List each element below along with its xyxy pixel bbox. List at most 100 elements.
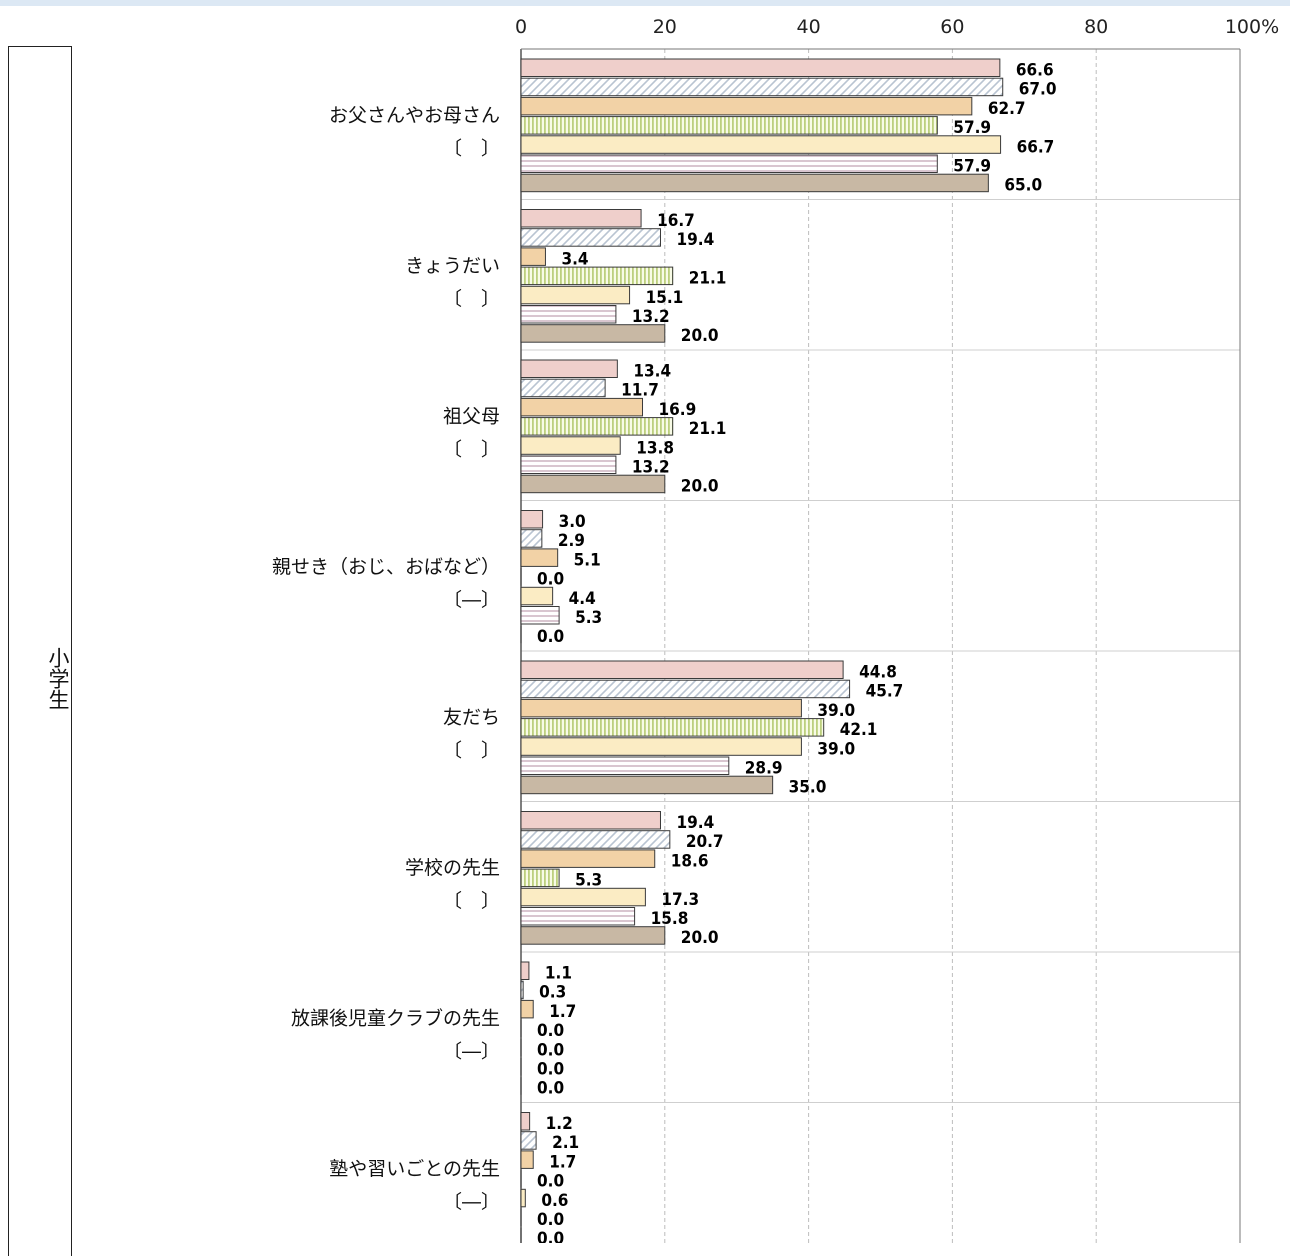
bar — [520, 417, 674, 436]
bar — [520, 266, 674, 286]
value-label: 0.0 — [537, 1060, 564, 1080]
value-label: 13.2 — [632, 458, 670, 478]
value-label: 0.0 — [537, 627, 564, 647]
category-marker: 〔―〕 — [443, 589, 500, 611]
category-labels: お父さんやお母さん〔 〕きょうだい〔 〕祖父母〔 〕親せき（おじ、おばなど）〔―… — [272, 104, 500, 1213]
value-label: 21.1 — [689, 269, 727, 289]
value-label: 28.9 — [745, 759, 783, 779]
bar — [520, 378, 606, 398]
value-label: 1.7 — [549, 1002, 576, 1022]
bar — [520, 849, 656, 868]
bar — [520, 980, 524, 1000]
side-group-box: 小学生 — [8, 46, 72, 1256]
value-label: 5.3 — [575, 871, 602, 891]
value-label: 13.2 — [632, 307, 670, 327]
bar — [520, 510, 544, 529]
value-label: 15.8 — [651, 909, 689, 929]
axis-ticks: 0 20 40 60 80 100% — [515, 16, 1279, 38]
value-label: 2.9 — [558, 531, 585, 551]
bar — [520, 228, 661, 247]
value-labels: 66.667.062.757.966.757.965.016.719.43.42… — [537, 61, 1056, 1244]
bar — [520, 756, 730, 775]
value-label: 4.4 — [569, 589, 596, 609]
bar — [520, 324, 666, 343]
bar — [520, 698, 802, 718]
category-label: きょうだい — [405, 255, 500, 277]
bar — [520, 606, 560, 625]
bar — [520, 926, 666, 945]
bar — [520, 887, 646, 907]
value-label: 0.0 — [537, 570, 564, 590]
bar — [520, 77, 1004, 97]
bar — [520, 436, 621, 455]
value-label: 3.0 — [559, 512, 586, 532]
category-label: お父さんやお母さん — [329, 104, 500, 126]
bar — [520, 247, 546, 266]
bar — [520, 660, 844, 679]
value-label: 16.9 — [659, 400, 697, 420]
value-label: 0.0 — [537, 1079, 564, 1099]
value-label: 1.2 — [546, 1114, 573, 1134]
bar — [520, 868, 560, 888]
value-label: 13.8 — [636, 438, 674, 458]
value-label: 2.1 — [552, 1133, 579, 1153]
category-marker: 〔―〕 — [443, 1040, 500, 1062]
x-tick-label: 60 — [940, 16, 964, 38]
value-label: 3.4 — [561, 249, 588, 269]
value-label: 15.1 — [646, 288, 684, 308]
bar — [520, 811, 661, 830]
bar — [520, 285, 631, 305]
x-tick-label: 0 — [515, 16, 527, 38]
value-label: 0.0 — [537, 1172, 564, 1192]
value-label: 21.1 — [689, 419, 727, 439]
value-label: 57.9 — [953, 118, 991, 138]
gridlines — [520, 48, 1241, 1243]
category-label: 祖父母 — [443, 405, 500, 427]
value-label: 66.7 — [1017, 137, 1055, 157]
category-marker: 〔 〕 — [443, 288, 500, 310]
x-tick-label: 20 — [653, 16, 677, 38]
value-label: 0.6 — [541, 1191, 568, 1211]
bar — [520, 173, 989, 193]
x-tick-label: 40 — [797, 16, 821, 38]
bar — [520, 548, 559, 567]
category-label: 親せき（おじ、おばなど） — [272, 556, 500, 578]
bar — [520, 474, 666, 494]
value-label: 57.9 — [953, 157, 991, 177]
value-label: 0.0 — [537, 1210, 564, 1230]
value-label: 65.0 — [1004, 176, 1042, 196]
category-label: 放課後児童クラブの先生 — [291, 1006, 500, 1029]
bar — [520, 1188, 526, 1208]
top-band — [0, 0, 1290, 6]
value-label: 0.0 — [537, 1229, 564, 1243]
value-label: 45.7 — [866, 682, 904, 702]
value-label: 0.3 — [539, 983, 566, 1003]
bar — [520, 116, 938, 135]
value-label: 39.0 — [817, 739, 855, 759]
category-label: 塾や習いごとの先生 — [329, 1158, 500, 1180]
category-label: 学校の先生 — [405, 857, 500, 879]
value-label: 11.7 — [621, 381, 659, 401]
bar — [520, 679, 851, 699]
value-label: 62.7 — [988, 99, 1026, 119]
value-label: 5.1 — [574, 550, 601, 570]
value-label: 17.3 — [661, 890, 699, 910]
value-label: 1.1 — [545, 964, 572, 984]
bar — [520, 154, 938, 173]
bar — [520, 397, 644, 417]
value-label: 66.6 — [1016, 61, 1054, 81]
bar — [520, 359, 618, 378]
category-label: 友だち — [443, 706, 500, 728]
bar — [520, 1112, 531, 1131]
bar — [520, 1131, 537, 1150]
value-label: 0.0 — [537, 1040, 564, 1060]
side-group-label: 小学生 — [46, 647, 70, 710]
bar — [520, 775, 774, 795]
bar — [520, 135, 1002, 154]
bar — [520, 96, 973, 116]
value-label: 13.4 — [633, 362, 671, 382]
value-label: 20.0 — [681, 928, 719, 948]
bar — [520, 529, 543, 548]
value-label: 20.7 — [686, 832, 724, 852]
